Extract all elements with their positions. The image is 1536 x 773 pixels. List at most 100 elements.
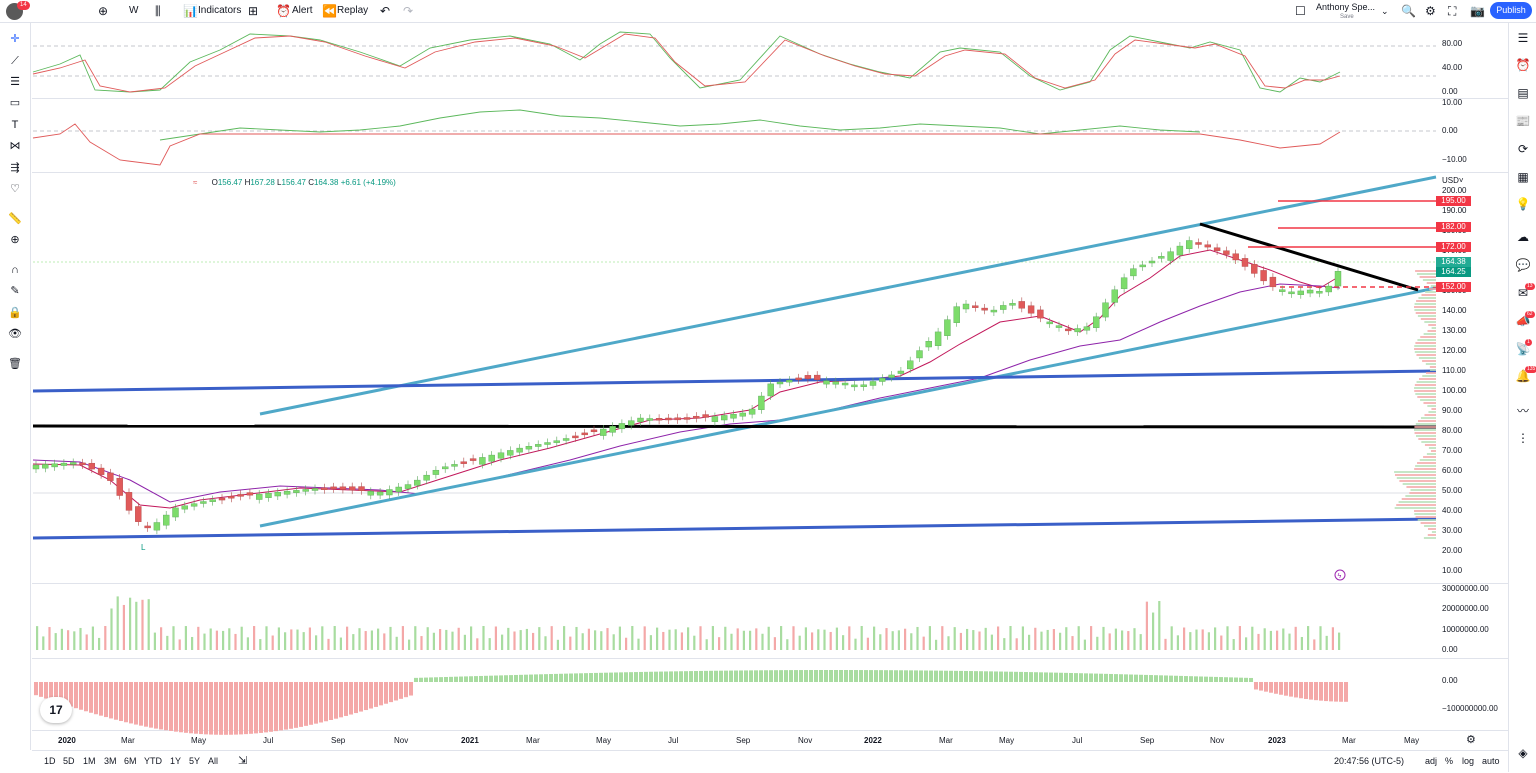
alarm-clock-icon[interactable]: ⏰ (276, 4, 291, 18)
lower-support-line[interactable] (32, 517, 1437, 540)
currency-selector[interactable]: USD˅ (1442, 176, 1464, 186)
layers-icon[interactable]: ◈ (1518, 746, 1528, 760)
messages-icon[interactable]: ✉ (1517, 286, 1529, 300)
data-window-icon[interactable]: ▤ (1517, 86, 1529, 100)
pane-separator[interactable] (32, 658, 1508, 659)
lock-icon[interactable]: 🔒 (8, 307, 22, 319)
trading-panel-icon[interactable]: 〰 (1516, 404, 1529, 418)
log-toggle[interactable]: log (1462, 756, 1475, 766)
price-tag[interactable]: 195.00 (1436, 196, 1471, 206)
heart-icon[interactable]: ♡ (10, 183, 20, 195)
ideas-icon[interactable]: 💡 (1515, 197, 1531, 211)
crosshair-icon[interactable]: ✛ (10, 33, 20, 45)
trend-line-icon[interactable]: ⟋ (11, 55, 19, 67)
lower-channel-line[interactable] (259, 286, 1437, 528)
histogram-bar (599, 672, 603, 682)
range-button-3m[interactable]: 3M (104, 756, 117, 766)
text-icon[interactable]: T (11, 119, 19, 131)
legend-menu-icon[interactable]: ≈ (193, 178, 198, 187)
range-button-5y[interactable]: 5Y (189, 756, 201, 766)
histogram-bar (519, 674, 523, 682)
settings-gear-icon[interactable]: ⚙ (1466, 734, 1476, 746)
clock-label[interactable]: 20:47:56 (UTC-5) (1334, 756, 1405, 766)
descending-trendline[interactable] (1199, 222, 1419, 292)
fib-icon[interactable]: ☰ (10, 76, 20, 88)
redo-icon[interactable]: ↷ (403, 4, 414, 18)
hotlist-icon[interactable]: ⟳ (1517, 142, 1529, 156)
pattern-icon[interactable]: ⋈ (9, 140, 21, 152)
search-icon[interactable]: 🔍 (1401, 4, 1416, 18)
range-button-1m[interactable]: 1M (83, 756, 96, 766)
pane-separator[interactable] (32, 583, 1508, 584)
rectangle-icon[interactable]: ▭ (9, 97, 21, 109)
auto-toggle[interactable]: auto (1482, 756, 1500, 766)
pencil-lock-icon[interactable]: ✎ (10, 285, 20, 297)
price-tag[interactable]: 182.00 (1436, 222, 1471, 232)
histogram-bar (739, 670, 743, 682)
ruler-icon[interactable]: 📏 (8, 213, 22, 225)
price-tag[interactable]: 152.00 (1436, 282, 1471, 292)
histogram-bar (804, 670, 808, 682)
zoom-in-icon[interactable]: ⊕ (10, 234, 20, 246)
interval-button[interactable]: W (129, 5, 139, 16)
upper-channel-line[interactable] (259, 175, 1437, 416)
volume-profile-bar (1424, 321, 1436, 323)
range-button-1y[interactable]: 1Y (170, 756, 182, 766)
indicators-icon[interactable]: 📊 (183, 4, 198, 18)
histogram-bar (419, 677, 423, 682)
trash-icon[interactable]: 🗑 (8, 358, 22, 370)
events-lightning-icon[interactable] (1334, 569, 1346, 581)
undo-icon[interactable]: ↶ (380, 4, 391, 18)
chevron-down-icon[interactable]: ⌄ (1381, 6, 1389, 16)
price-tag[interactable]: 164.38 (1436, 257, 1471, 267)
indicators-button[interactable]: Indicators (198, 5, 242, 16)
volume-bar (594, 630, 597, 650)
alert-button[interactable]: Alert (292, 5, 313, 16)
publish-button[interactable]: Publish (1490, 2, 1532, 19)
layout-square-icon[interactable]: ☐ (1295, 4, 1306, 18)
range-button-1d[interactable]: 1D (44, 756, 56, 766)
chat-icon[interactable]: 💬 (1515, 258, 1531, 272)
watchlist-icon[interactable]: ☰ (1517, 31, 1529, 45)
streams-icon[interactable]: ☁ (1517, 230, 1529, 244)
replay-icon[interactable]: ⏪ (322, 4, 337, 18)
adj-toggle[interactable]: adj (1425, 756, 1438, 766)
account-name[interactable]: Anthony Spe... (1316, 2, 1376, 12)
save-status[interactable]: Save (1340, 14, 1354, 20)
range-button-6m[interactable]: 6M (124, 756, 137, 766)
layout-grid-icon[interactable]: ⊞ (248, 4, 259, 18)
price-tag[interactable]: 172.00 (1436, 242, 1471, 252)
time-axis-label: 2021 (461, 736, 479, 745)
pane-separator[interactable] (32, 98, 1508, 99)
gear-icon[interactable]: ⚙ (1425, 4, 1436, 18)
magnet-icon[interactable]: ∩ (11, 264, 19, 276)
object-tree-icon[interactable]: ⋮ (1517, 431, 1529, 445)
replay-button[interactable]: Replay (337, 5, 369, 16)
histogram-bar (534, 674, 538, 682)
upper-support-line[interactable] (32, 369, 1437, 393)
fullscreen-icon[interactable]: ⛶ (1448, 4, 1457, 18)
histogram-bar (484, 675, 488, 682)
histogram-bar (874, 670, 878, 682)
horizontal-resistance-line[interactable] (32, 424, 1437, 429)
histogram-bar (1074, 673, 1078, 682)
tradingview-logo[interactable]: 17 (40, 697, 72, 723)
forecast-icon[interactable]: ⇶ (10, 162, 20, 174)
range-button-ytd[interactable]: YTD (144, 756, 162, 766)
price-tag[interactable]: 164.25 (1436, 267, 1471, 277)
date-range-icon[interactable]: ⇲ (238, 755, 248, 767)
pane-separator[interactable] (32, 172, 1508, 173)
range-button-5d[interactable]: 5D (63, 756, 75, 766)
histogram-bar (674, 671, 678, 682)
percent-toggle[interactable]: % (1445, 756, 1454, 766)
camera-icon[interactable]: 📷 (1470, 4, 1485, 18)
add-symbol-icon[interactable]: ⊕ (98, 4, 109, 18)
range-button-all[interactable]: All (208, 756, 219, 766)
candle-style-icon[interactable]: ⫼ (155, 4, 161, 18)
news-icon[interactable]: 📰 (1515, 114, 1531, 128)
candle-body (786, 379, 793, 383)
alarm-icon[interactable]: ⏰ (1515, 58, 1531, 72)
eye-icon[interactable]: 👁 (8, 328, 22, 340)
calendar-icon[interactable]: ▦ (1517, 170, 1529, 184)
